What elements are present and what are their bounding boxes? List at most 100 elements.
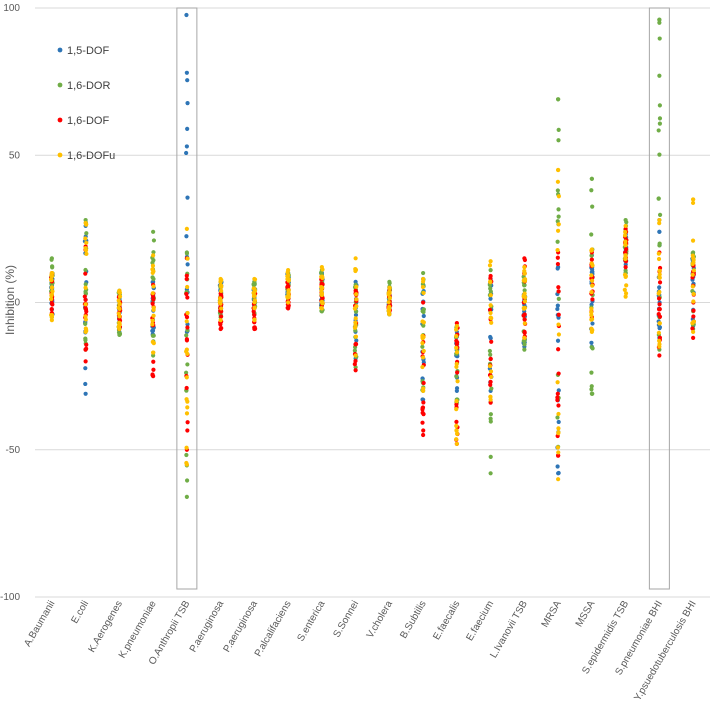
- data-point: [386, 308, 391, 313]
- data-point: [151, 250, 156, 255]
- data-point: [656, 128, 661, 133]
- data-point: [487, 263, 493, 268]
- data-point: [354, 284, 359, 289]
- data-point: [656, 330, 661, 335]
- data-point: [556, 403, 561, 408]
- data-point: [184, 338, 190, 343]
- data-point: [83, 381, 88, 387]
- data-point: [555, 247, 560, 253]
- data-point: [487, 307, 493, 312]
- data-point: [623, 254, 628, 260]
- data-point: [151, 276, 156, 282]
- data-point: [319, 291, 324, 296]
- data-point: [320, 274, 325, 279]
- data-point: [522, 268, 527, 274]
- data-point: [521, 305, 526, 311]
- data-point: [286, 295, 291, 300]
- data-point: [657, 103, 662, 108]
- x-tick-labels: A.Baumanii E.coliK.AerogenesK.pneumoniaeO…: [22, 599, 698, 703]
- data-point: [151, 367, 156, 372]
- data-point: [657, 275, 662, 280]
- data-point: [454, 431, 460, 437]
- data-point: [556, 127, 561, 132]
- data-point: [656, 291, 661, 296]
- data-point: [556, 296, 561, 301]
- data-point: [84, 251, 89, 256]
- data-point: [556, 214, 561, 219]
- data-point: [117, 294, 123, 299]
- data-point: [691, 197, 696, 202]
- data-point: [117, 322, 122, 327]
- data-point: [555, 464, 560, 469]
- data-point: [252, 276, 257, 282]
- data-point: [185, 78, 190, 83]
- data-point: [589, 253, 594, 258]
- data-point: [184, 291, 189, 297]
- data-point: [623, 229, 628, 235]
- data-point: [150, 270, 155, 276]
- data-point: [420, 420, 425, 425]
- data-point: [320, 296, 325, 301]
- data-point: [151, 294, 156, 299]
- data-point: [185, 295, 190, 300]
- data-point: [353, 279, 358, 284]
- data-point: [150, 267, 155, 272]
- data-point: [522, 338, 527, 344]
- data-point: [252, 318, 257, 323]
- data-point: [83, 271, 88, 276]
- data-point: [589, 387, 594, 392]
- data-point: [184, 319, 189, 324]
- data-point: [556, 450, 561, 455]
- data-point: [151, 374, 156, 379]
- data-point: [354, 304, 359, 309]
- y-tick-label: -100: [0, 592, 20, 603]
- data-point: [185, 195, 190, 200]
- data-point: [251, 293, 257, 299]
- data-point: [691, 308, 696, 313]
- data-point: [184, 315, 190, 320]
- data-point: [83, 347, 88, 352]
- data-point: [589, 329, 594, 335]
- x-tick-label: MSSA: [574, 599, 598, 629]
- data-point: [184, 375, 189, 380]
- data-point: [184, 445, 189, 450]
- data-point: [522, 299, 528, 304]
- x-tick-label: L.Ivanovii TSB: [488, 599, 530, 660]
- data-point: [454, 428, 459, 433]
- data-point: [657, 152, 662, 157]
- x-tick-label: Y.psuedotuberculosis BHI: [632, 599, 698, 703]
- data-point: [657, 243, 662, 248]
- data-point: [183, 370, 189, 375]
- data-point: [556, 97, 561, 102]
- data-point: [555, 255, 560, 260]
- data-point: [184, 273, 189, 278]
- legend-label: 1,6-DOF: [67, 115, 109, 127]
- data-point: [624, 247, 629, 252]
- data-point: [184, 347, 189, 352]
- data-point: [556, 138, 561, 143]
- data-point: [522, 256, 527, 261]
- data-point: [556, 388, 561, 393]
- data-point: [286, 300, 291, 305]
- data-point: [622, 233, 628, 238]
- x-tick-label: E.faecalis: [431, 599, 462, 642]
- data-point: [150, 291, 155, 296]
- data-point: [353, 334, 359, 339]
- data-point: [488, 293, 493, 298]
- x-tick-label: K.Aerogenes: [87, 599, 125, 655]
- data-point: [184, 12, 189, 18]
- data-point: [353, 256, 358, 261]
- y-axis-title: Inhibition (%): [3, 265, 17, 335]
- data-point: [657, 229, 662, 234]
- data-point: [421, 307, 426, 312]
- data-point: [49, 296, 54, 302]
- data-point: [691, 299, 696, 304]
- data-point: [184, 452, 189, 458]
- x-tick-label: P.aeruginosa: [188, 599, 227, 655]
- data-point: [657, 217, 662, 223]
- data-point: [185, 420, 190, 425]
- data-point: [656, 251, 661, 256]
- legend-label: 1,6-DOFu: [67, 150, 115, 162]
- data-point: [522, 342, 527, 347]
